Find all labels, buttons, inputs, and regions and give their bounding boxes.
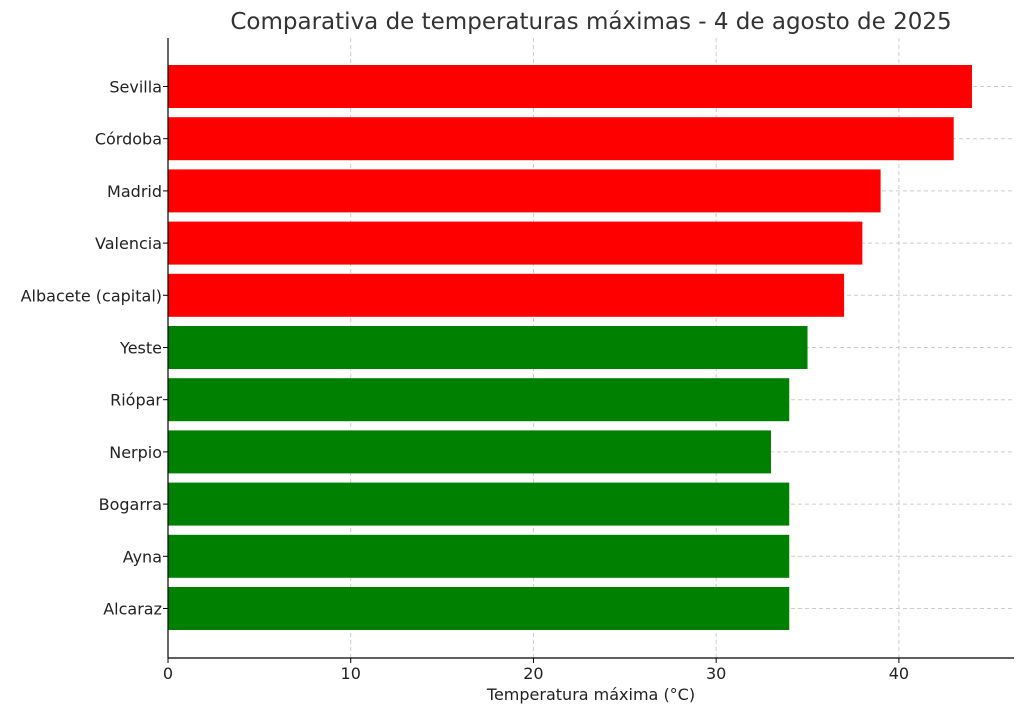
y-tick-label: Madrid <box>107 182 162 201</box>
x-tick-label: 30 <box>706 664 726 683</box>
bar-ri-par <box>168 378 790 422</box>
x-tick-label: 0 <box>163 664 173 683</box>
y-tick-label: Yeste <box>119 339 162 358</box>
bar-albacete-capital- <box>168 273 845 317</box>
y-tick-label: Alcaraz <box>103 600 162 619</box>
y-tick-label: Córdoba <box>95 130 162 149</box>
bar-valencia <box>168 221 863 265</box>
y-tick-label: Bogarra <box>99 495 162 514</box>
chart-title: Comparativa de temperaturas máximas - 4 … <box>230 9 951 35</box>
bar-ayna <box>168 534 790 578</box>
y-tick-label: Riópar <box>110 391 162 410</box>
bar-nerpio <box>168 430 771 474</box>
bar-alcaraz <box>168 587 790 630</box>
bar-yeste <box>168 326 808 369</box>
y-tick-label: Ayna <box>123 547 162 566</box>
x-ticks: 0 10 20 30 40 <box>163 658 909 683</box>
x-axis-label: Temperatura máxima (°C) <box>486 685 695 704</box>
y-tick-label: Sevilla <box>109 78 162 97</box>
x-tick-label: 10 <box>341 664 361 683</box>
bars <box>168 65 972 630</box>
bar-c-rdoba <box>168 117 954 161</box>
bar-sevilla <box>168 65 972 108</box>
bar-bogarra <box>168 482 790 526</box>
bar-madrid <box>168 169 881 213</box>
y-tick-label: Nerpio <box>109 443 162 462</box>
x-tick-label: 40 <box>889 664 909 683</box>
y-tick-label: Albacete (capital) <box>21 286 162 305</box>
y-tick-label: Valencia <box>95 234 162 253</box>
x-tick-label: 20 <box>523 664 543 683</box>
y-ticks: Sevilla Córdoba Madrid Valencia Albacete (ca… <box>21 78 168 619</box>
